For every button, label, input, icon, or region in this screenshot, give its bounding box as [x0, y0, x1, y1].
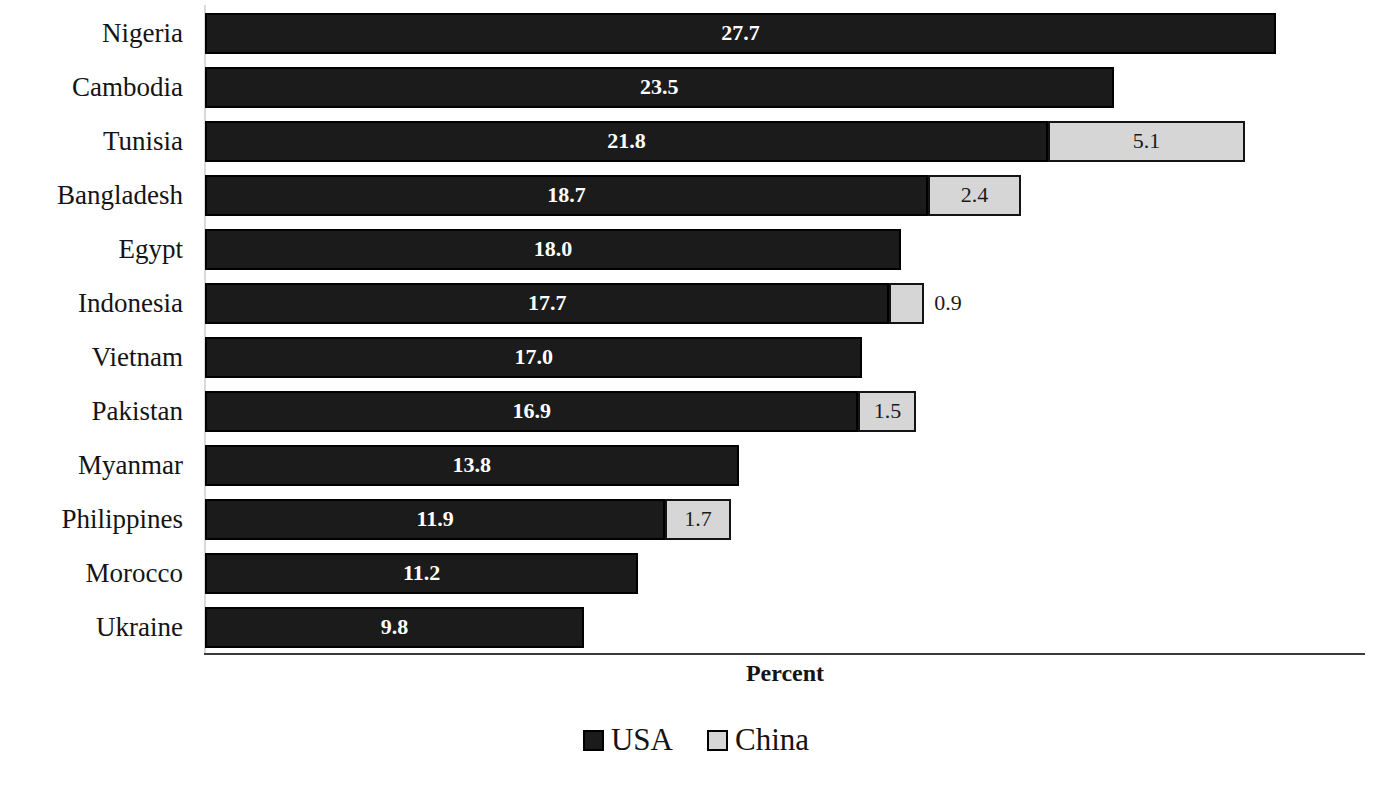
bar-row: Morocco 11.2	[0, 546, 1392, 600]
bar-track: 16.9 1.5	[205, 384, 1392, 438]
category-label: Myanmar	[0, 450, 205, 481]
usa-bar-segment: 17.7	[205, 283, 889, 324]
category-label: Philippines	[0, 504, 205, 535]
bar-row: Egypt 18.0	[0, 222, 1392, 276]
legend-item-usa: USA	[583, 722, 673, 758]
bar-track: 21.8 5.1	[205, 114, 1392, 168]
china-bar-segment: 1.7	[665, 499, 731, 540]
usa-value-label: 9.8	[381, 614, 409, 640]
china-value-label: 5.1	[1133, 128, 1161, 154]
usa-value-label: 11.2	[403, 560, 440, 586]
usa-bar-segment: 27.7	[205, 13, 1276, 54]
bar-track: 11.9 1.7	[205, 492, 1392, 546]
category-label: Tunisia	[0, 126, 205, 157]
legend-label-usa: USA	[611, 722, 673, 758]
usa-bar-segment: 21.8	[205, 121, 1048, 162]
bar-track: 27.7	[205, 6, 1392, 60]
bar-track: 9.8	[205, 600, 1392, 654]
bar-track: 11.2	[205, 546, 1392, 600]
category-label: Egypt	[0, 234, 205, 265]
bar-row: Indonesia 17.7 0.9	[0, 276, 1392, 330]
legend-swatch-usa-icon	[583, 730, 604, 751]
china-bar-segment	[889, 283, 924, 324]
legend: USA China	[0, 722, 1392, 758]
bar-track: 18.7 2.4	[205, 168, 1392, 222]
bar-track: 23.5	[205, 60, 1392, 114]
bar-row: Tunisia 21.8 5.1	[0, 114, 1392, 168]
usa-bar-segment: 11.2	[205, 553, 638, 594]
usa-value-label: 16.9	[512, 398, 551, 424]
bar-row: Ukraine 9.8	[0, 600, 1392, 654]
category-label: Cambodia	[0, 72, 205, 103]
bar-row: Pakistan 16.9 1.5	[0, 384, 1392, 438]
usa-value-label: 27.7	[721, 20, 760, 46]
x-axis-label: Percent	[205, 660, 1365, 687]
plot-area: Nigeria 27.7 Cambodia 23.5 Tunisia 21.8 5.1 Ban…	[0, 6, 1392, 654]
usa-value-label: 17.7	[528, 290, 567, 316]
category-label: Morocco	[0, 558, 205, 589]
usa-bar-segment: 13.8	[205, 445, 739, 486]
china-bar-segment: 1.5	[858, 391, 916, 432]
usa-value-label: 13.8	[453, 452, 492, 478]
china-value-label-outside: 0.9	[934, 290, 962, 316]
bar-track: 17.0	[205, 330, 1392, 384]
legend-swatch-china-icon	[707, 730, 728, 751]
usa-bar-segment: 17.0	[205, 337, 862, 378]
china-value-label: 1.5	[874, 398, 902, 424]
stacked-bar-chart: Nigeria 27.7 Cambodia 23.5 Tunisia 21.8 5.1 Ban…	[0, 0, 1392, 792]
bar-track: 13.8	[205, 438, 1392, 492]
bar-row: Bangladesh 18.7 2.4	[0, 168, 1392, 222]
legend-label-china: China	[735, 722, 809, 758]
usa-bar-segment: 18.0	[205, 229, 901, 270]
bar-track: 17.7 0.9	[205, 276, 1392, 330]
usa-bar-segment: 16.9	[205, 391, 858, 432]
category-label: Nigeria	[0, 18, 205, 49]
bar-row: Cambodia 23.5	[0, 60, 1392, 114]
china-bar-segment: 5.1	[1048, 121, 1245, 162]
usa-bar-segment: 9.8	[205, 607, 584, 648]
x-axis-line	[204, 653, 1365, 655]
category-label: Bangladesh	[0, 180, 205, 211]
usa-value-label: 18.0	[534, 236, 573, 262]
china-bar-segment: 2.4	[928, 175, 1021, 216]
category-label: Indonesia	[0, 288, 205, 319]
category-label: Vietnam	[0, 342, 205, 373]
usa-bar-segment: 18.7	[205, 175, 928, 216]
usa-value-label: 18.7	[547, 182, 586, 208]
legend-item-china: China	[707, 722, 809, 758]
usa-value-label: 17.0	[514, 344, 553, 370]
usa-value-label: 21.8	[607, 128, 646, 154]
usa-bar-segment: 11.9	[205, 499, 665, 540]
usa-value-label: 23.5	[640, 74, 679, 100]
bar-track: 18.0	[205, 222, 1392, 276]
usa-bar-segment: 23.5	[205, 67, 1114, 108]
bar-row: Nigeria 27.7	[0, 6, 1392, 60]
china-value-label: 1.7	[684, 506, 712, 532]
usa-value-label: 11.9	[416, 506, 453, 532]
category-label: Pakistan	[0, 396, 205, 427]
category-label: Ukraine	[0, 612, 205, 643]
bar-row: Philippines 11.9 1.7	[0, 492, 1392, 546]
bar-row: Myanmar 13.8	[0, 438, 1392, 492]
china-value-label: 2.4	[961, 182, 989, 208]
bar-row: Vietnam 17.0	[0, 330, 1392, 384]
